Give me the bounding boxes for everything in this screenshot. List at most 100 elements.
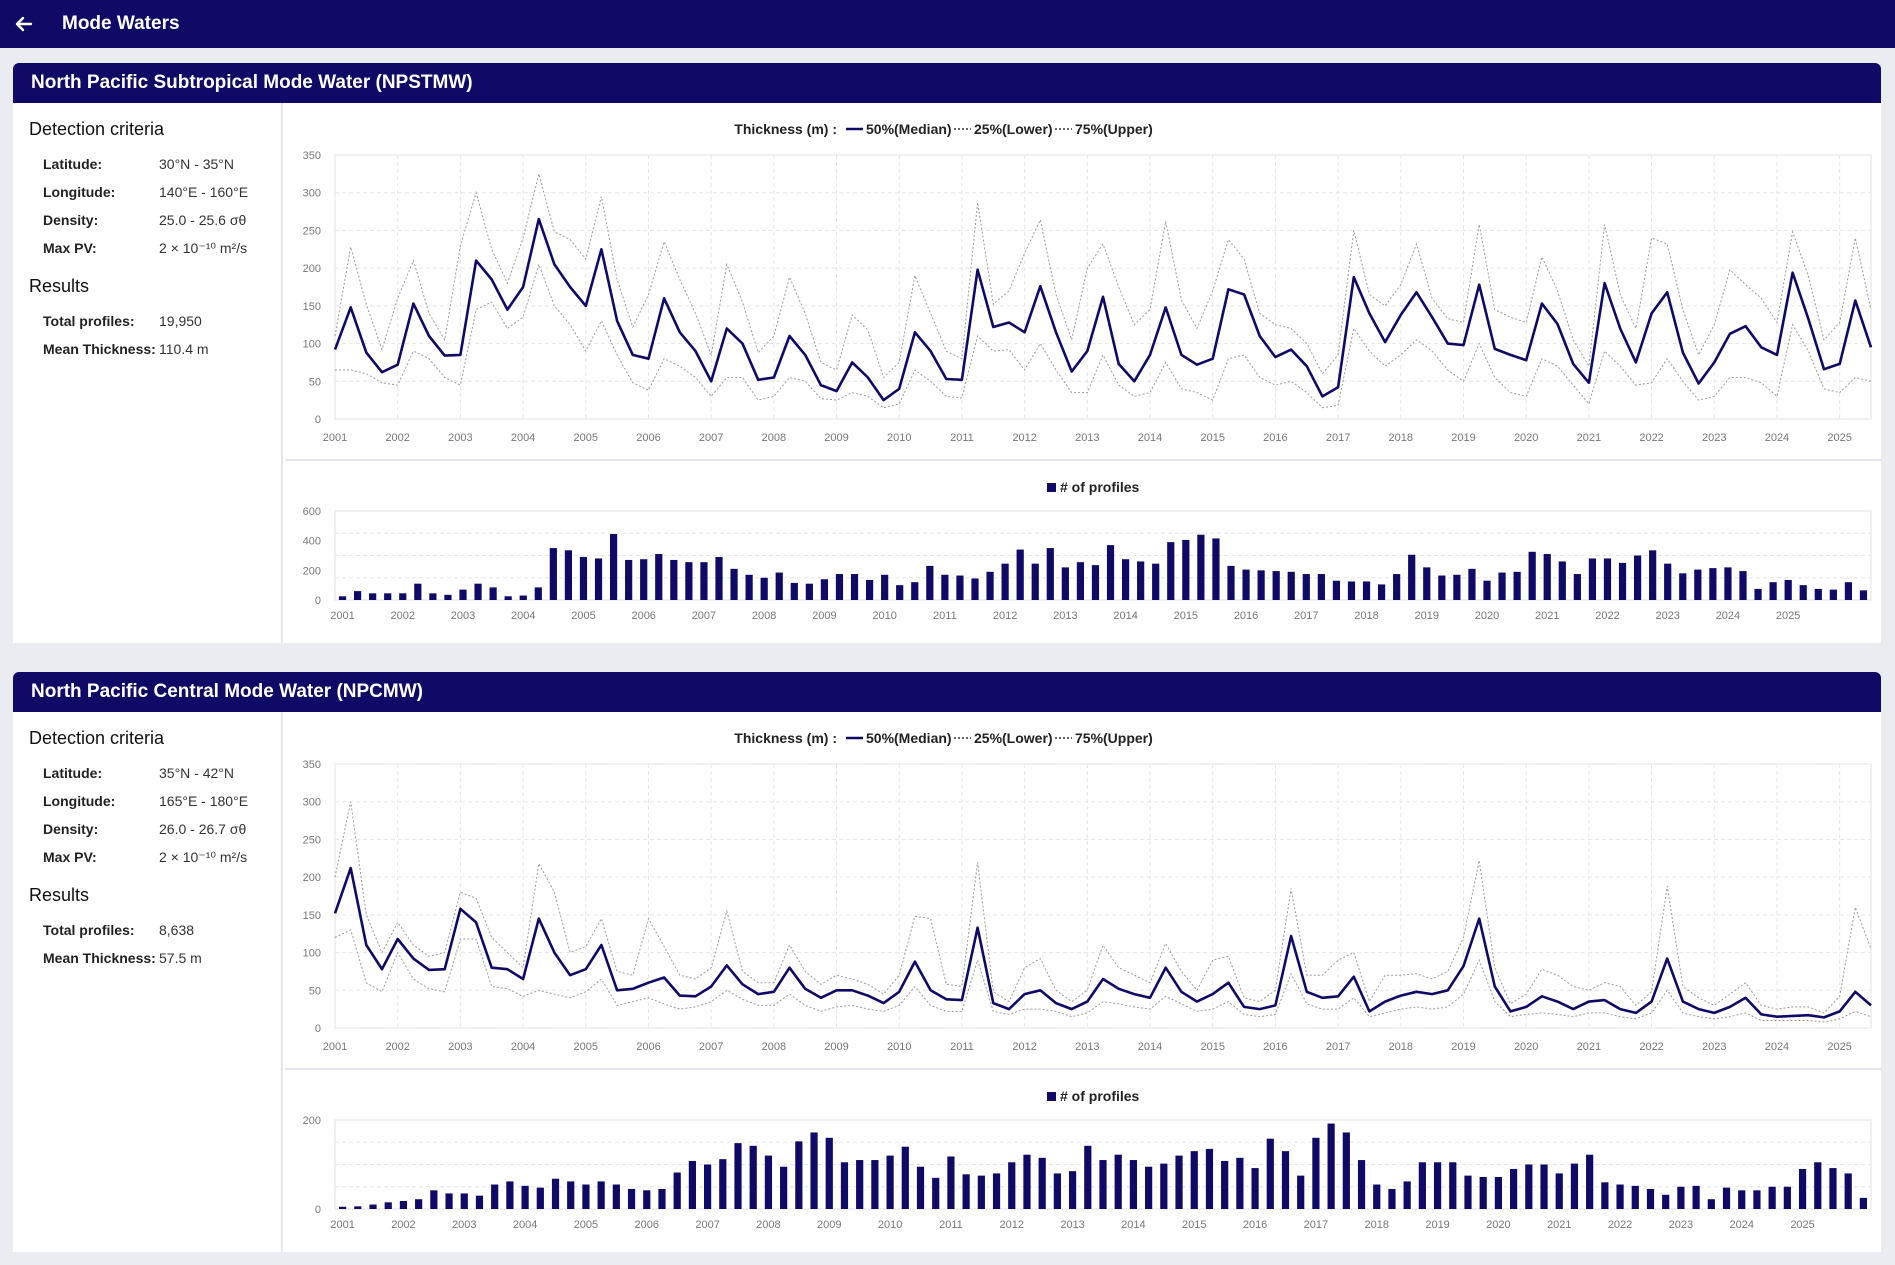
profiles-bar [1769, 582, 1777, 600]
profiles-bar [491, 1184, 499, 1209]
x-tick-label: 2023 [1655, 610, 1679, 622]
profiles-bar [1438, 575, 1446, 600]
series-upper-line [334, 173, 1872, 379]
profiles-bar [730, 568, 738, 600]
profiles-bar [1453, 574, 1461, 600]
criteria-value: 140°E - 160°E [159, 184, 249, 200]
profiles-bar [1498, 572, 1506, 600]
legend-upper: 75%(Upper) [1075, 121, 1153, 137]
profiles-bar [1377, 584, 1386, 600]
arrow-left-icon [15, 16, 33, 32]
profiles-bar [339, 1206, 347, 1209]
profiles-bar [1008, 1162, 1016, 1209]
criteria-row: Longitude: 165°E - 180°E [29, 787, 281, 815]
profiles-bar [519, 595, 527, 600]
profiles-bar [1281, 1151, 1290, 1209]
profiles-grid [334, 510, 1872, 601]
profiles-bar [760, 577, 768, 600]
x-tick-label: 2001 [323, 432, 347, 444]
x-tick-label: 2016 [1243, 1219, 1267, 1231]
profiles-bar [703, 1164, 712, 1209]
profiles-bar [1053, 1173, 1061, 1209]
profiles-bar [1190, 1151, 1198, 1209]
profiles-bar [1121, 559, 1130, 600]
profiles-bar [1312, 1137, 1320, 1209]
profiles-bar [856, 1160, 864, 1209]
x-tick-label: 2010 [887, 1041, 911, 1053]
x-tick-label: 2024 [1765, 1041, 1789, 1053]
x-tick-label: 2014 [1121, 1219, 1145, 1231]
x-tick-label: 2005 [574, 432, 598, 444]
profiles-bar [1662, 1194, 1670, 1209]
profiles-bar [749, 1145, 757, 1209]
profiles-bar [896, 585, 904, 600]
profiles-legend: # of profiles [1047, 479, 1140, 495]
profiles-bar [475, 1195, 484, 1209]
results-label: Mean Thickness: [43, 341, 156, 357]
profiles-bar [430, 1190, 438, 1209]
profiles-bar [1433, 1162, 1442, 1209]
profiles-svg: # of profiles 0 200 400 600 2001 2002 2003 2004 2… [303, 479, 1872, 622]
profiles-bar [790, 582, 798, 600]
x-tick-label: 2004 [511, 1041, 535, 1053]
profiles-bar [1137, 561, 1145, 600]
y-tick-label: 100 [303, 339, 321, 351]
criteria-value: 26.0 - 26.7 σθ [159, 821, 247, 837]
x-tick-label: 2014 [1113, 610, 1137, 622]
profiles-bar [582, 1184, 590, 1209]
profiles-bar [1573, 574, 1581, 600]
profiles-bar [1272, 571, 1280, 600]
profiles-bar [1555, 1173, 1563, 1209]
x-tick-label: 2004 [513, 1219, 537, 1231]
charts-area: Thickness (m) : 50%(Median) 25%(Lower) 75%(… [285, 103, 1881, 643]
y-tick-label: 0 [315, 1023, 321, 1035]
profiles-bar [688, 1160, 696, 1209]
x-tick-label: 2013 [1075, 432, 1099, 444]
series-median-line [333, 217, 1873, 402]
profiles-bar [1167, 542, 1175, 600]
profiles-bar [1739, 571, 1747, 600]
profiles-bar [719, 1159, 727, 1209]
profiles-bar [865, 579, 874, 600]
x-tick-label: 2007 [699, 432, 723, 444]
back-button[interactable] [0, 0, 48, 48]
profiles-bar [1449, 1162, 1457, 1209]
profiles-bar [1468, 568, 1476, 600]
x-tick-label: 2022 [1595, 610, 1619, 622]
profiles-bar [534, 587, 542, 600]
profiles-bar [1558, 561, 1566, 600]
legend-median: 50%(Median) [866, 121, 952, 137]
x-tick-label: 2023 [1702, 432, 1726, 444]
profiles-bar [1677, 1186, 1685, 1209]
profiles-bar [1357, 1160, 1366, 1209]
profiles-bar [459, 589, 467, 600]
x-tick-label: 2021 [1535, 610, 1559, 622]
x-tick-label: 2001 [323, 1041, 347, 1053]
thickness-chart: Thickness (m) : 50%(Median) 25%(Lower) 75%(… [285, 103, 1881, 461]
profiles-bar [850, 574, 859, 600]
x-tick-label: 2019 [1451, 432, 1475, 444]
profiles-bar [1342, 1132, 1350, 1209]
results-label: Mean Thickness: [43, 950, 156, 966]
y-tick-label: 0 [315, 1204, 321, 1216]
profiles-bar [835, 574, 844, 600]
x-tick-label: 2003 [452, 1219, 476, 1231]
criteria-label: Density: [43, 821, 99, 837]
x-tick-label: 2006 [631, 610, 655, 622]
profiles-bar [901, 1146, 909, 1209]
profiles-bar [745, 574, 753, 600]
profiles-bar [871, 1160, 879, 1209]
profiles-bar [926, 565, 934, 600]
profiles-bar [1707, 1199, 1715, 1209]
profiles-bar [825, 1137, 833, 1209]
x-tick-label: 2016 [1263, 1041, 1287, 1053]
criteria-value: 2 × 10⁻¹⁰ m²/s [159, 239, 248, 256]
profiles-bar [1646, 1188, 1655, 1209]
profiles-bar [658, 1188, 666, 1209]
profiles-bar [1618, 562, 1627, 600]
x-tick-label: 2010 [878, 1219, 902, 1231]
y-tick-label: 200 [303, 1115, 321, 1127]
legend-lower: 25%(Lower) [974, 730, 1053, 746]
x-tick-label: 2006 [636, 1041, 660, 1053]
thickness-legend: Thickness (m) : 50%(Median) 25%(Lower) 75%(… [734, 730, 1153, 746]
